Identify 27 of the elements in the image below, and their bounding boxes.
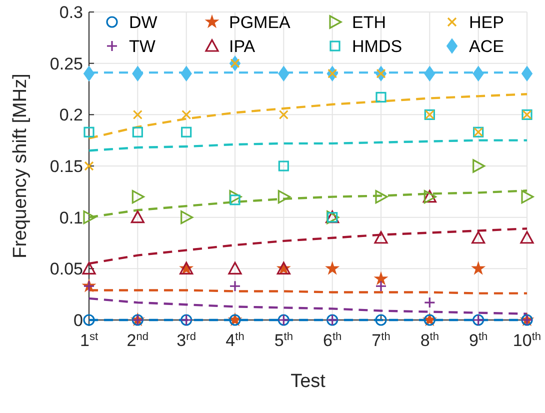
legend-label: HEP <box>469 12 504 32</box>
x-tick-label: 6$^{th}$ <box>322 331 342 350</box>
legend-label: HMDS <box>352 36 402 56</box>
legend-label: IPA <box>229 36 256 56</box>
legend-label: ACE <box>469 36 504 56</box>
y-tick-label: 0.05 <box>50 260 83 279</box>
x-tick-label: 7$^{th}$ <box>372 331 390 350</box>
x-tick-label: 8$^{th}$ <box>420 331 440 350</box>
x-tick-label: 10$^{th}$ <box>512 331 542 350</box>
x-tick-label: 5$^{th}$ <box>274 331 294 350</box>
legend-label: TW <box>129 36 156 56</box>
legend-label: DW <box>129 12 158 32</box>
y-axis-title: Frequency shift [MHz] <box>10 74 31 258</box>
y-tick-label: 0.3 <box>59 2 83 22</box>
y-tick-label: 0.2 <box>59 106 83 125</box>
x-tick-label: 2$^{nd}$ <box>126 331 149 350</box>
x-axis-title: Test <box>290 371 326 392</box>
y-tick-label: 0.15 <box>50 156 83 176</box>
legend-label: ETH <box>352 12 386 32</box>
y-tick-label: 0.25 <box>50 54 83 74</box>
legend-label: PGMEA <box>229 12 292 32</box>
x-tick-label: 1$^{st}$ <box>80 331 98 350</box>
y-tick-label: 0.1 <box>59 208 83 228</box>
x-tick-label: 4$^{th}$ <box>226 331 244 350</box>
y-tick-label: 0 <box>74 310 83 330</box>
x-tick-label: 9$^{th}$ <box>468 331 488 350</box>
x-tick-label: 3$^{rd}$ <box>176 331 196 350</box>
